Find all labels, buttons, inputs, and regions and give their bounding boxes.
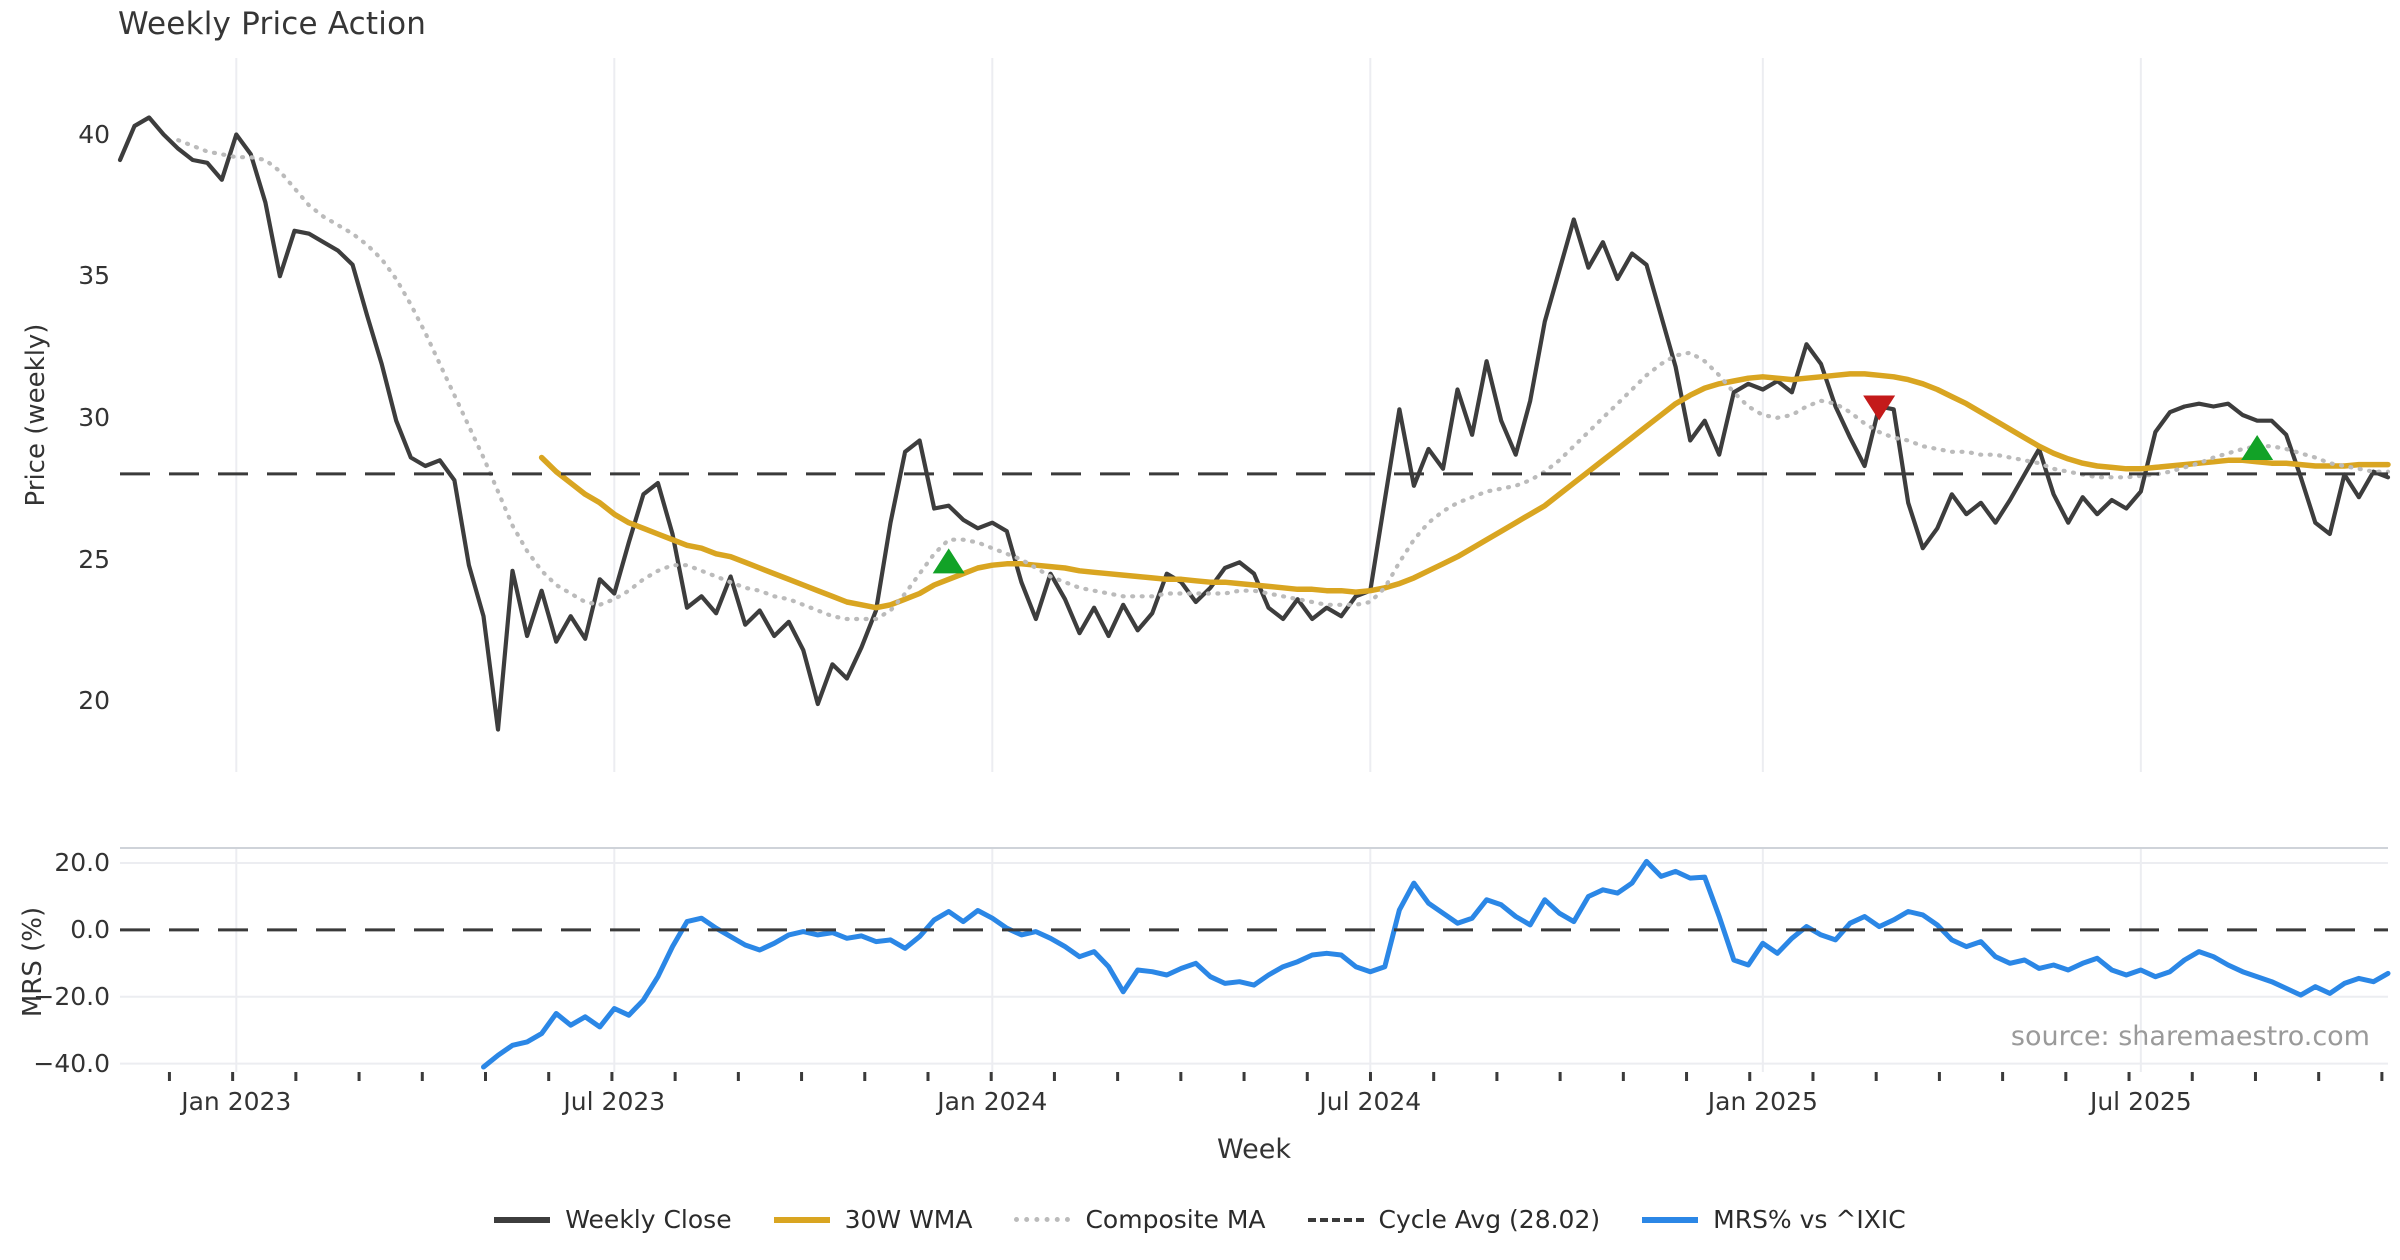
legend-label: MRS% vs ^IXIC [1713, 1205, 1906, 1234]
mrs-y-tick-label: 20.0 [54, 848, 110, 878]
legend-label: Composite MA [1085, 1205, 1266, 1234]
x-tick-label: Jan 2023 [181, 1087, 292, 1116]
x-tick-label: Jan 2025 [1707, 1087, 1818, 1116]
x-tick-label: Jul 2024 [1319, 1087, 1422, 1116]
source-attribution: source: sharemaestro.com [2010, 1021, 2370, 1052]
mrs-y-tick-label: −20.0 [33, 981, 110, 1011]
legend-label: Cycle Avg (28.02) [1378, 1205, 1601, 1234]
legend-item-cycle-avg-28-02-: Cycle Avg (28.02) [1307, 1205, 1601, 1234]
x-tick-label: Jul 2023 [563, 1087, 666, 1116]
legend-swatch-dotted [1014, 1217, 1071, 1222]
week-axis-label: Week [1217, 1134, 1291, 1165]
legend-swatch-dashed [1307, 1217, 1364, 1222]
price-y-tick-label: 35 [78, 261, 110, 291]
legend-swatch-solid [1642, 1216, 1699, 1223]
legend-item-composite-ma: Composite MA [1014, 1205, 1266, 1234]
triangle-up-marker [2241, 435, 2274, 460]
mrs-y-tick-label: 0.0 [70, 914, 110, 944]
price-y-tick-label: 20 [78, 686, 110, 716]
price-y-tick-label: 40 [78, 119, 110, 149]
legend-item-30w-wma: 30W WMA [773, 1205, 973, 1234]
legend-label: Weekly Close [565, 1205, 732, 1234]
composite-ma-line [176, 138, 2391, 622]
price-y-tick-label: 25 [78, 544, 110, 574]
mrs-vs-ixic-line [481, 858, 2391, 1070]
30w-wma-line [538, 371, 2391, 611]
x-tick-label: Jan 2024 [937, 1087, 1048, 1116]
legend-item-weekly-close: Weekly Close [494, 1205, 732, 1234]
x-tick-label: Jul 2025 [2089, 1087, 2192, 1116]
triangle-down-marker [1863, 395, 1896, 421]
legend-swatch-solid [773, 1216, 830, 1223]
chart-title: Weekly Price Action [118, 6, 427, 42]
weekly-close-line [117, 115, 2391, 732]
mrs-y-tick-label: −40.0 [33, 1048, 110, 1078]
legend-label: 30W WMA [844, 1205, 973, 1234]
chart-legend: Weekly Close 30W WMA Composite MA Cycle Avg… [0, 1205, 2400, 1234]
legend-item-mrs-vs-ixic: MRS% vs ^IXIC [1642, 1205, 1906, 1234]
legend-swatch-solid [494, 1216, 551, 1223]
triangle-up-marker [932, 548, 965, 574]
price-y-tick-label: 30 [78, 402, 110, 432]
